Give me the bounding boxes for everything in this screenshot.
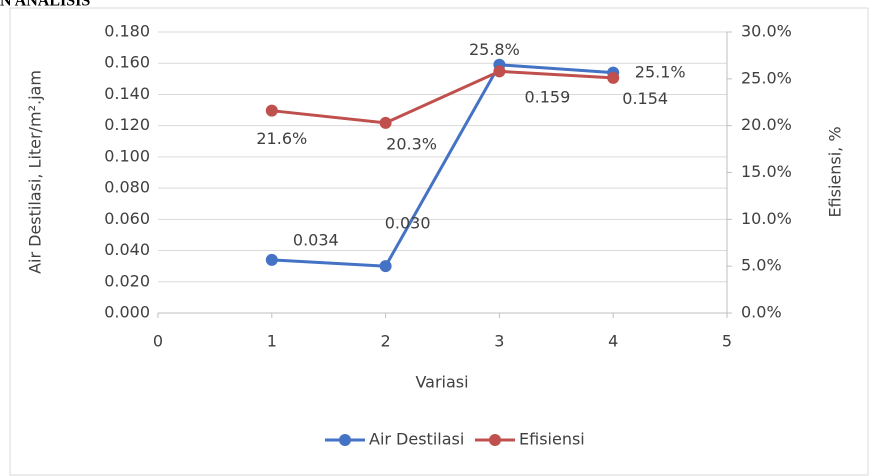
y2-tick-label: 30.0%: [741, 22, 792, 41]
point-marker: [379, 260, 392, 273]
legend-marker: [339, 434, 351, 446]
x-tick-label: 2: [381, 332, 391, 351]
y2-tick-label: 10.0%: [741, 209, 792, 228]
x-axis-title: Variasi: [415, 373, 468, 392]
legend-marker: [489, 434, 501, 446]
point-marker: [607, 71, 620, 84]
y-axis-title: Air Destilasi, Liter/m².jam: [26, 70, 45, 274]
y-tick-label: 0.080: [104, 178, 150, 197]
y2-tick-label: 15.0%: [741, 162, 792, 181]
y-tick-label: 0.020: [104, 271, 150, 290]
data-label: 21.6%: [256, 129, 307, 148]
y2-tick-label: 25.0%: [741, 68, 792, 87]
point-marker: [265, 253, 278, 266]
y2-axis-title: Efisiensi, %: [826, 126, 845, 217]
point-marker: [265, 104, 278, 117]
series-line: [271, 69, 614, 125]
data-label: 25.1%: [635, 62, 686, 81]
y-tick-label: 0.060: [104, 209, 150, 228]
y-tick-label: 0.040: [104, 240, 150, 259]
chart-frame: [9, 7, 869, 476]
y-tick-label: 0.120: [104, 115, 150, 134]
data-label: 0.034: [293, 230, 339, 249]
y2-tick-label: 0.0%: [741, 303, 782, 322]
y-tick-label: 0.100: [104, 146, 150, 165]
x-tick-label: 3: [494, 332, 504, 351]
data-label: 25.8%: [469, 40, 520, 59]
series-line: [271, 63, 614, 268]
data-label: 0.154: [622, 89, 668, 108]
x-tick-label: 5: [722, 332, 732, 351]
x-tick-label: 0: [153, 332, 163, 351]
x-tick-label: 1: [267, 332, 277, 351]
y-tick-label: 0.160: [104, 53, 150, 72]
point-marker: [379, 116, 392, 129]
legend-label: Air Destilasi: [369, 430, 464, 449]
y-tick-label: 0.000: [104, 303, 150, 322]
legend-label: Efisiensi: [519, 430, 585, 449]
y-tick-label: 0.180: [104, 22, 150, 41]
data-label: 20.3%: [386, 134, 437, 153]
data-label: 0.030: [385, 214, 431, 233]
data-label: 0.159: [524, 87, 570, 106]
y-tick-label: 0.140: [104, 84, 150, 103]
chart-title: N ANALISIS: [0, 0, 90, 10]
x-tick-label: 4: [608, 332, 618, 351]
point-marker: [493, 65, 506, 78]
y2-tick-label: 20.0%: [741, 115, 792, 134]
y2-tick-label: 5.0%: [741, 256, 782, 275]
